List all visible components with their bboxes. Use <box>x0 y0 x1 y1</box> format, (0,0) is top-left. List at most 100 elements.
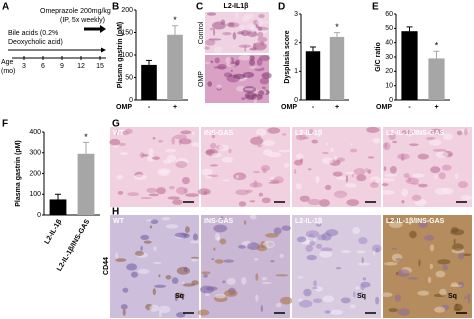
tissue-texture <box>407 277 419 280</box>
tissue-texture <box>321 157 334 165</box>
tissue-texture <box>457 252 465 260</box>
tissue-texture <box>150 219 159 225</box>
tissue-texture <box>320 247 333 252</box>
y-tick-label: 150 <box>121 29 133 36</box>
tissue-texture <box>467 298 471 304</box>
tissue-texture <box>315 243 323 249</box>
tissue-texture <box>312 298 322 304</box>
tissue-texture <box>190 240 203 244</box>
tissue-texture <box>305 244 314 252</box>
tissue-texture <box>273 176 284 184</box>
tissue-texture <box>435 151 449 158</box>
x-tick-label: L2-IL-1β <box>44 218 64 246</box>
tissue-texture <box>313 280 318 287</box>
tissue-texture <box>257 36 268 43</box>
tissue-texture <box>455 303 459 308</box>
y-tick-label: 3 <box>294 11 298 18</box>
tissue-texture <box>117 190 124 195</box>
tissue-texture <box>241 97 246 101</box>
tissue-texture <box>174 292 185 299</box>
age-tick-label: 12 <box>77 63 85 70</box>
tissue-texture <box>435 270 446 278</box>
tissue-texture <box>257 144 263 148</box>
tissue-texture <box>458 181 468 189</box>
tissue-texture <box>205 286 218 291</box>
tissue-texture <box>397 308 411 316</box>
significance: * <box>173 15 177 25</box>
tissue-texture <box>349 148 358 153</box>
tissue-texture <box>182 281 185 285</box>
tissue-texture <box>391 247 397 250</box>
tissue-texture <box>173 134 187 140</box>
tissue-texture <box>249 59 256 66</box>
tissue-texture <box>146 187 158 193</box>
tissue-texture <box>174 232 188 238</box>
x-axis-label: OMP <box>281 104 297 111</box>
tissue-texture <box>352 291 356 298</box>
tissue-texture <box>346 199 360 207</box>
tissue-texture <box>197 309 210 316</box>
tissue-texture <box>333 155 338 161</box>
tissue-texture <box>429 244 435 252</box>
tissue-texture <box>252 171 261 174</box>
diet-arrowhead <box>101 47 106 53</box>
tissue-texture <box>303 288 312 297</box>
tissue-texture <box>226 63 236 67</box>
tissue-texture <box>322 295 335 303</box>
tissue-texture <box>203 274 208 278</box>
tissue-texture <box>261 197 271 204</box>
tissue-texture <box>367 156 375 159</box>
tissue-texture <box>184 226 190 234</box>
tissue-texture <box>249 200 256 203</box>
tissue-texture <box>263 140 275 147</box>
tissue-texture <box>197 188 211 196</box>
tissue-texture <box>409 230 417 239</box>
y-tick-label: 300 <box>29 150 41 157</box>
tissue-texture <box>176 266 191 275</box>
tissue-texture <box>222 280 226 284</box>
tissue-texture <box>402 129 414 135</box>
tissue-texture <box>253 42 267 50</box>
tissue-texture <box>219 238 227 245</box>
tissue-texture <box>367 169 372 174</box>
tissue-texture <box>432 148 447 152</box>
tissue-texture <box>316 223 322 227</box>
tissue-texture <box>214 259 224 264</box>
tissue-texture <box>154 284 167 288</box>
tissue-texture <box>344 183 357 188</box>
tissue-texture <box>267 127 281 134</box>
tissue-texture <box>243 220 247 225</box>
tissue-texture <box>203 61 211 64</box>
tissue-texture <box>228 148 232 154</box>
tissue-texture <box>311 139 318 144</box>
tissue-texture <box>210 60 214 63</box>
tissue-texture <box>213 224 228 233</box>
x-tick-label: - <box>408 104 411 111</box>
region-label: Sq <box>357 293 366 300</box>
tissue-texture <box>120 151 128 156</box>
tissue-texture <box>306 254 317 261</box>
x-tick-label: + <box>335 104 339 111</box>
tissue-texture <box>309 240 316 246</box>
tissue-texture <box>245 189 253 193</box>
tissue-texture <box>256 244 268 252</box>
tissue-texture <box>295 153 304 159</box>
tissue-texture <box>381 292 393 298</box>
bar <box>167 34 183 100</box>
tissue-texture <box>366 126 380 133</box>
tissue-texture <box>273 227 282 235</box>
diet-label: Deoxycholic acid) <box>8 39 63 46</box>
tissue-texture <box>442 264 448 271</box>
tissue-texture <box>158 274 161 278</box>
tissue-texture <box>115 258 127 262</box>
tissue-texture <box>388 221 403 228</box>
tissue-texture <box>442 133 454 140</box>
tissue-texture <box>156 187 166 195</box>
y-tick-label: 0 <box>389 97 393 104</box>
column-label: L2-IL-1β/INS-GAS <box>386 218 445 225</box>
tissue-texture <box>205 175 213 179</box>
tissue-texture <box>153 246 157 251</box>
tissue-texture <box>241 16 250 22</box>
tissue-texture <box>141 154 149 157</box>
